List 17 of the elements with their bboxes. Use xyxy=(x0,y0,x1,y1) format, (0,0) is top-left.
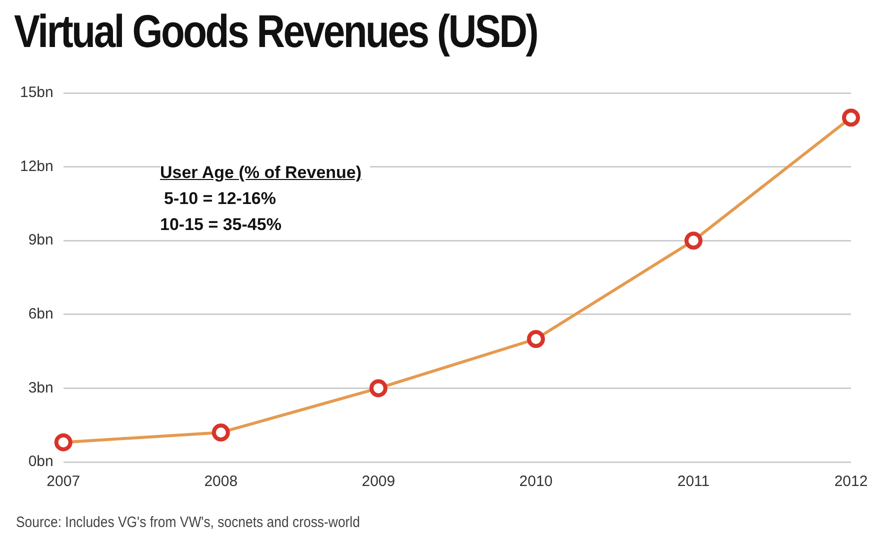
y-tick-label: 0bn xyxy=(28,453,54,470)
annotation: 5-10 = 12-16% xyxy=(163,188,277,210)
x-tick-label: 2009 xyxy=(362,473,396,490)
y-tick-label: 15bn xyxy=(20,84,54,102)
x-tick-label: 2012 xyxy=(834,473,868,490)
annotation: User Age (% of Revenue) xyxy=(160,162,362,184)
source-note: Source: Includes VG's from VW's, socnets and cross-world xyxy=(16,514,360,531)
annotation: 10-15 = 35-45% xyxy=(160,214,282,236)
y-tick-label: 12bn xyxy=(20,158,54,175)
x-tick-label: 2011 xyxy=(677,473,710,490)
chart-title: Virtual Goods Revenues (USD) xyxy=(14,4,538,58)
y-tick-label: 3bn xyxy=(28,379,54,396)
y-tick-label: 6bn xyxy=(28,306,54,323)
x-tick-label: 2007 xyxy=(46,473,80,490)
y-tick-label: 9bn xyxy=(28,232,54,249)
x-tick-label: 2008 xyxy=(204,473,238,490)
x-tick-label: 2010 xyxy=(519,473,553,490)
